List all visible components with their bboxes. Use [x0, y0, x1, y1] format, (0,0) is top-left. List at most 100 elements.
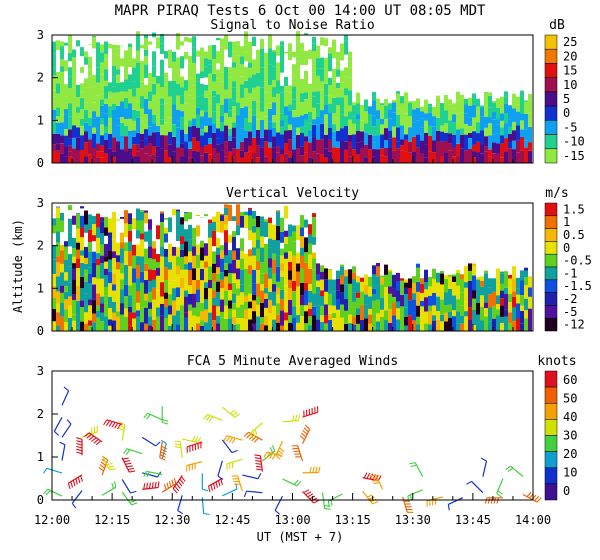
fca-winds-barb-flag	[447, 504, 450, 511]
fca-winds-barb-flag	[103, 419, 108, 426]
vertical-velocity-cell	[180, 316, 184, 331]
vertical-velocity-cell	[408, 278, 412, 288]
vertical-velocity-cell	[260, 216, 264, 221]
fca-winds-barb-flag	[297, 414, 301, 421]
snr-column	[348, 51, 352, 163]
vertical-velocity-cell	[332, 279, 336, 292]
vertical-velocity-cell	[296, 271, 300, 287]
snr-cell	[160, 124, 164, 136]
vertical-velocity-cell	[512, 307, 516, 321]
fca-winds-barb	[159, 441, 163, 458]
vertical-velocity-cell	[244, 295, 248, 302]
snr-cell	[152, 132, 156, 147]
snr-cell	[204, 90, 208, 98]
snr-cell	[156, 156, 160, 163]
vertical-velocity-cell	[220, 279, 224, 289]
vertical-velocity-column	[524, 267, 528, 331]
fca-winds-barb-flag	[76, 451, 83, 455]
vertical-velocity-cell	[128, 213, 132, 225]
vertical-velocity-column	[160, 211, 164, 331]
fca-winds-barb-flag	[254, 454, 261, 457]
snr-cell	[344, 101, 348, 117]
snr-cell	[340, 70, 344, 83]
snr-cell	[520, 120, 524, 130]
snr-column	[236, 41, 240, 163]
snr-cell	[492, 102, 496, 113]
snr-cell	[364, 157, 368, 163]
vertical-velocity-cell	[200, 302, 204, 312]
vertical-velocity-cell	[212, 290, 216, 298]
snr-cell	[172, 118, 176, 125]
snr-cell	[60, 114, 64, 123]
snr-cell	[80, 150, 84, 163]
snr-cell	[60, 122, 64, 136]
snr-cell	[188, 82, 192, 96]
vertical-velocity-cell	[272, 239, 276, 254]
snr-cell	[184, 123, 188, 134]
snr-cell	[80, 109, 84, 119]
vertical-velocity-cell	[56, 218, 60, 232]
snr-cell	[72, 87, 76, 101]
snr-cell	[60, 59, 64, 67]
vertical-velocity-cell	[156, 290, 160, 296]
snr-cell	[52, 53, 56, 69]
snr-cell	[204, 51, 208, 59]
snr-cell	[80, 135, 84, 150]
snr-cell	[160, 104, 164, 120]
snr-cell	[260, 111, 264, 120]
snr-cell	[300, 126, 304, 133]
vertical-velocity-cell	[120, 263, 124, 274]
vertical-velocity-cell	[276, 255, 280, 267]
snr-cell	[176, 33, 180, 35]
snr-column	[420, 106, 424, 163]
snr-cell	[436, 156, 440, 163]
vertical-velocity-cell	[356, 297, 360, 309]
vertical-velocity-cell	[64, 322, 68, 331]
vertical-velocity-cell	[216, 281, 220, 292]
vertical-velocity-cell	[280, 276, 284, 284]
vertical-velocity-cell	[300, 236, 304, 248]
vertical-velocity-cell	[292, 255, 296, 269]
vertical-velocity-cell	[464, 316, 468, 331]
snr-cell	[316, 103, 320, 117]
snr-cell	[208, 138, 212, 144]
snr-cell	[364, 123, 368, 133]
vertical-velocity-cell	[188, 304, 192, 311]
snr-cell	[80, 98, 84, 110]
vertical-velocity-cell	[304, 311, 308, 324]
vertical-velocity-cell	[440, 307, 444, 315]
snr-cell	[212, 132, 216, 148]
snr-cell	[276, 62, 280, 68]
snr-colorbar-label: 0	[563, 106, 570, 120]
snr-cell	[224, 98, 228, 113]
snr-cell	[236, 76, 240, 91]
vertical-velocity-cell	[60, 285, 64, 293]
fca-winds-barb-flag	[251, 436, 257, 442]
vertical-velocity-cell	[136, 291, 140, 303]
vertical-velocity-cell	[280, 310, 284, 326]
vertical-velocity-cell	[492, 306, 496, 319]
snr-cell	[264, 100, 268, 108]
fca-winds-barb-flag	[53, 430, 59, 436]
fca-winds-colorbar-swatch	[544, 403, 558, 420]
vertical-velocity-cell	[396, 301, 400, 309]
fca-winds-barb-flag	[76, 445, 83, 449]
vertical-velocity-cell	[76, 213, 80, 229]
snr-cell	[528, 126, 532, 143]
vertical-velocity-cell	[260, 303, 264, 317]
vertical-velocity-cell	[204, 255, 208, 262]
vertical-velocity-cell	[292, 318, 296, 331]
snr-cell	[392, 151, 396, 163]
vertical-velocity-column	[356, 276, 360, 331]
snr-colorbar-label: 10	[563, 78, 577, 92]
vertical-velocity-cell	[288, 270, 292, 280]
snr-cell	[444, 132, 448, 141]
vertical-velocity-cell	[228, 234, 232, 243]
snr-cell	[52, 75, 56, 83]
snr-cell	[144, 34, 148, 39]
vertical-velocity-cell	[136, 230, 140, 239]
vertical-velocity-cell	[80, 307, 84, 322]
vertical-velocity-column	[96, 213, 100, 331]
snr-cell	[204, 97, 208, 112]
